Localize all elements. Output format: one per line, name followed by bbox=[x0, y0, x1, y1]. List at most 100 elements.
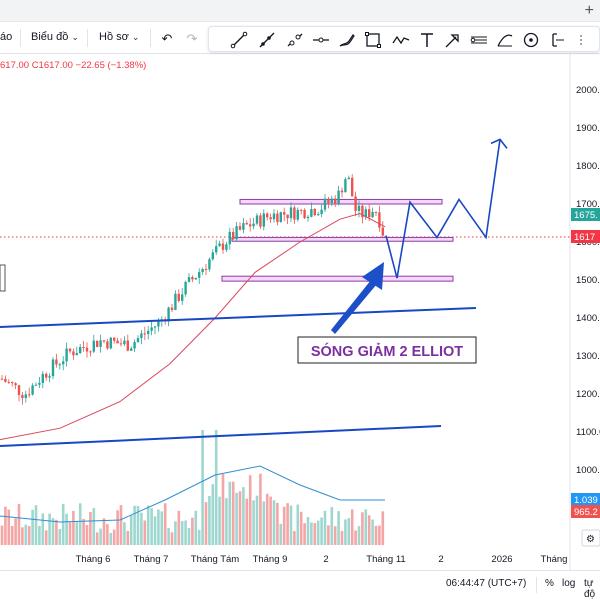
pen-brush-icon[interactable] bbox=[337, 30, 357, 50]
price-chart[interactable]: 1000.00 1100.00 1200.00 1300.00 1400.00 1500.… bbox=[0, 54, 600, 570]
candle-body bbox=[34, 384, 38, 386]
candle-body bbox=[296, 209, 299, 220]
annotation-arrow-head bbox=[362, 262, 384, 290]
volume-bar bbox=[177, 510, 181, 545]
volume-bar bbox=[174, 521, 177, 545]
volume-bar bbox=[306, 517, 310, 545]
candle-body bbox=[99, 340, 102, 347]
volume-bar bbox=[221, 474, 225, 545]
volume-bar bbox=[157, 509, 160, 545]
fib-cursor-icon[interactable] bbox=[547, 30, 567, 50]
partial-menu-label[interactable]: áo bbox=[0, 31, 13, 43]
chart-type-menu[interactable]: Biểu đồ ⌄ bbox=[31, 31, 79, 43]
volume-bar bbox=[279, 523, 283, 545]
undo-icon[interactable]: ↶ bbox=[161, 31, 173, 46]
axis-settings-button[interactable] bbox=[581, 529, 600, 547]
volume-bar bbox=[68, 522, 72, 545]
volume-bar bbox=[72, 510, 75, 545]
volume-bar bbox=[38, 525, 41, 545]
lower-trendline[interactable] bbox=[0, 425, 442, 447]
candle-body bbox=[371, 211, 374, 218]
text-icon[interactable] bbox=[417, 30, 437, 50]
volume-bar bbox=[112, 529, 116, 545]
volume-bar bbox=[140, 512, 143, 545]
candle-body bbox=[153, 326, 157, 328]
ray-icon[interactable] bbox=[257, 30, 277, 50]
candle-body bbox=[102, 340, 106, 342]
candle-body bbox=[89, 351, 92, 353]
drawing-toolbar bbox=[208, 26, 600, 52]
price-tick-label: 1500.00 bbox=[576, 275, 600, 286]
rectangle-icon[interactable] bbox=[363, 30, 383, 50]
long-position-icon[interactable] bbox=[469, 30, 489, 50]
candle-body bbox=[191, 277, 194, 280]
trend-line-icon[interactable] bbox=[229, 30, 249, 50]
support-zone[interactable] bbox=[239, 198, 443, 205]
extended-line-icon[interactable] bbox=[285, 30, 305, 50]
volume-bar bbox=[340, 530, 344, 545]
volume-bar bbox=[269, 496, 272, 545]
candle-body bbox=[184, 281, 187, 295]
volume-bar bbox=[282, 506, 286, 545]
arc-icon[interactable] bbox=[495, 30, 515, 50]
candle-body bbox=[194, 277, 197, 280]
candle-body bbox=[41, 373, 44, 383]
volume-bar bbox=[106, 524, 109, 545]
time-tick-label: Tháng Tám bbox=[191, 554, 239, 565]
volume-bar bbox=[242, 487, 245, 545]
time-tick-label: 2 bbox=[323, 554, 328, 565]
volume-bar bbox=[259, 473, 262, 545]
volume-bar bbox=[4, 506, 7, 545]
support-zones[interactable] bbox=[221, 198, 454, 282]
candle-body bbox=[130, 348, 133, 351]
volume-bar bbox=[150, 508, 153, 545]
upper-trendline[interactable] bbox=[0, 307, 477, 328]
auto-scale-button[interactable]: tự độ bbox=[584, 578, 596, 600]
annotation-box[interactable] bbox=[297, 336, 477, 364]
volume-bar bbox=[51, 518, 55, 545]
toolbar-grip-icon[interactable] bbox=[571, 30, 582, 50]
time-axis[interactable]: Tháng 6 Tháng 7 Tháng Tám Tháng 9 2 Tháng 11 2… bbox=[76, 554, 568, 565]
volume-bar bbox=[231, 481, 235, 545]
path-icon[interactable] bbox=[391, 30, 411, 50]
candle-body bbox=[361, 205, 364, 218]
volume-bar bbox=[228, 481, 232, 545]
candle-body bbox=[31, 385, 34, 395]
last-price-text: 1617 bbox=[574, 232, 595, 243]
candle-body bbox=[17, 385, 21, 395]
toolbar-divider bbox=[150, 29, 151, 47]
volume-bar bbox=[350, 509, 354, 545]
candle-body bbox=[354, 196, 357, 211]
volume-bar bbox=[333, 526, 337, 545]
clock-timezone[interactable]: 06:44:47 (UTC+7) bbox=[446, 578, 527, 589]
candle-body bbox=[323, 198, 327, 210]
volume-bar bbox=[316, 520, 320, 545]
volume-bar bbox=[293, 531, 296, 545]
candle-body bbox=[215, 246, 218, 253]
candle-body bbox=[14, 383, 17, 386]
circle-icon[interactable] bbox=[521, 30, 541, 50]
elliott-wave-projection[interactable] bbox=[385, 139, 501, 279]
support-zone[interactable] bbox=[221, 275, 454, 282]
candle-body bbox=[330, 198, 333, 204]
redo-icon[interactable]: ↷ bbox=[186, 31, 198, 46]
support-zone[interactable] bbox=[231, 236, 454, 242]
volume-bar bbox=[211, 484, 215, 545]
percent-scale-button[interactable]: % bbox=[545, 578, 554, 589]
volume-bar bbox=[381, 511, 385, 545]
horizontal-ray-icon[interactable] bbox=[311, 30, 331, 50]
volume-bar bbox=[7, 509, 11, 545]
profile-menu[interactable]: Hồ sơ ⌄ bbox=[99, 31, 140, 43]
candle-body bbox=[272, 213, 276, 220]
volume-bar bbox=[48, 513, 51, 545]
bottom-status-bar: 06:44:47 (UTC+7) % log tự độ bbox=[0, 570, 600, 600]
volume-bar bbox=[296, 504, 300, 545]
volume-bar bbox=[248, 475, 252, 545]
log-scale-button[interactable]: log bbox=[562, 578, 576, 589]
annotation-arrow-icon[interactable] bbox=[331, 262, 384, 334]
candle-body bbox=[21, 394, 24, 399]
volume-bar bbox=[214, 430, 218, 545]
add-tab-icon[interactable]: + bbox=[584, 2, 594, 19]
arrow-marker-icon[interactable] bbox=[443, 30, 463, 50]
